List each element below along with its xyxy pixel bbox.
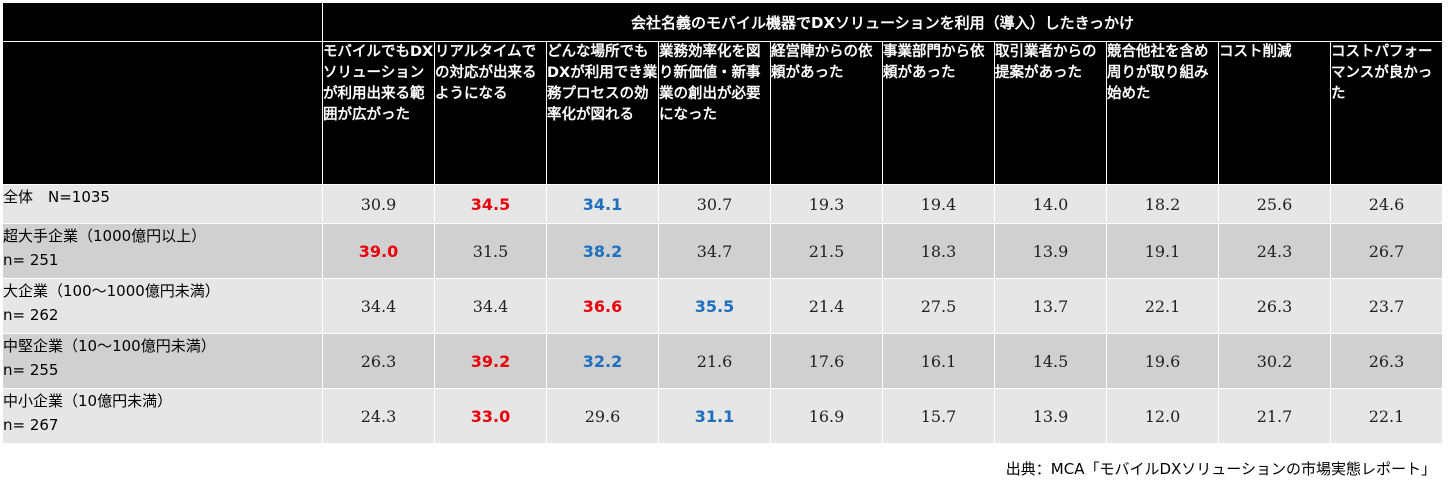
value-cell: 36.6 bbox=[546, 278, 659, 334]
value-cell: 13.9 bbox=[994, 223, 1107, 279]
value-cell: 34.4 bbox=[322, 278, 435, 334]
value-cell: 34.7 bbox=[658, 223, 771, 279]
value-cell: 14.0 bbox=[994, 184, 1107, 224]
row-label-name: 中小企業（10億円未満） bbox=[3, 392, 173, 410]
value-cell: 16.9 bbox=[770, 388, 883, 444]
table-row: 全体 N=1035 30.9 34.5 34.1 30.7 19.3 19.4 14.0 18.… bbox=[2, 184, 1443, 224]
value-cell: 33.0 bbox=[434, 388, 547, 444]
survey-table: 会社名義のモバイル機器でDXソリューションを利用（導入）したきっかけ モバイルで… bbox=[2, 2, 1443, 444]
row-label-n: n= 251 bbox=[3, 251, 59, 269]
column-header: コスト削減 bbox=[1218, 41, 1331, 185]
column-header: 競合他社を含め周りが取り組み始めた bbox=[1106, 41, 1219, 185]
row-label-n: n= 255 bbox=[3, 361, 59, 379]
value-cell: 14.5 bbox=[994, 333, 1107, 389]
row-label-n: n= 262 bbox=[3, 306, 59, 324]
value-cell: 35.5 bbox=[658, 278, 771, 334]
column-header: 事業部門から依頼があった bbox=[882, 41, 995, 185]
value-cell: 30.2 bbox=[1218, 333, 1331, 389]
column-header: どんな場所でもDXが利用でき業務プロセスの効率化が図れる bbox=[546, 41, 659, 185]
value-cell: 22.1 bbox=[1106, 278, 1219, 334]
row-label-name: 大企業（100～1000億円未満） bbox=[3, 282, 220, 300]
value-cell: 32.2 bbox=[546, 333, 659, 389]
row-label-name: 超大手企業（1000億円以上） bbox=[3, 227, 207, 245]
row-label-name: 全体 N=1035 bbox=[3, 188, 110, 206]
value-cell: 27.5 bbox=[882, 278, 995, 334]
source-note: 出典：MCA「モバイルDXソリューションの市場実態レポート」 bbox=[1005, 460, 1436, 478]
table-row: 大企業（100～1000億円未満） n= 262 34.4 34.4 36.6 35.5 2… bbox=[2, 278, 1443, 334]
row-label: 中堅企業（10～100億円未満） n= 255 bbox=[2, 333, 323, 389]
row-label: 全体 N=1035 bbox=[2, 184, 323, 224]
value-cell: 15.7 bbox=[882, 388, 995, 444]
value-cell: 39.0 bbox=[322, 223, 435, 279]
value-cell: 38.2 bbox=[546, 223, 659, 279]
value-cell: 21.5 bbox=[770, 223, 883, 279]
value-cell: 24.6 bbox=[1330, 184, 1443, 224]
value-cell: 29.6 bbox=[546, 388, 659, 444]
value-cell: 24.3 bbox=[1218, 223, 1331, 279]
value-cell: 34.1 bbox=[546, 184, 659, 224]
value-cell: 21.7 bbox=[1218, 388, 1331, 444]
value-cell: 26.3 bbox=[1330, 333, 1443, 389]
value-cell: 30.9 bbox=[322, 184, 435, 224]
value-cell: 31.5 bbox=[434, 223, 547, 279]
value-cell: 16.1 bbox=[882, 333, 995, 389]
column-header: コストパフォーマンスが良かった bbox=[1330, 41, 1443, 185]
value-cell: 18.3 bbox=[882, 223, 995, 279]
table-row: 超大手企業（1000億円以上） n= 251 39.0 31.5 38.2 34.7 21.… bbox=[2, 223, 1443, 279]
value-cell: 19.6 bbox=[1106, 333, 1219, 389]
value-cell: 25.6 bbox=[1218, 184, 1331, 224]
row-label: 中小企業（10億円未満） n= 267 bbox=[2, 388, 323, 444]
column-header: 経営陣からの依頼があった bbox=[770, 41, 883, 185]
column-header: モバイルでもDXソリューションが利用出来る範囲が広がった bbox=[322, 41, 435, 185]
value-cell: 13.7 bbox=[994, 278, 1107, 334]
row-label: 超大手企業（1000億円以上） n= 251 bbox=[2, 223, 323, 279]
table-title: 会社名義のモバイル機器でDXソリューションを利用（導入）したきっかけ bbox=[322, 2, 1443, 42]
value-cell: 21.6 bbox=[658, 333, 771, 389]
value-cell: 12.0 bbox=[1106, 388, 1219, 444]
value-cell: 24.3 bbox=[322, 388, 435, 444]
row-label: 大企業（100～1000億円未満） n= 262 bbox=[2, 278, 323, 334]
header-corner bbox=[2, 2, 323, 42]
value-cell: 26.3 bbox=[1218, 278, 1331, 334]
value-cell: 19.4 bbox=[882, 184, 995, 224]
value-cell: 34.4 bbox=[434, 278, 547, 334]
value-cell: 22.1 bbox=[1330, 388, 1443, 444]
value-cell: 18.2 bbox=[1106, 184, 1219, 224]
value-cell: 34.5 bbox=[434, 184, 547, 224]
table-row: 中堅企業（10～100億円未満） n= 255 26.3 39.2 32.2 21.6 17… bbox=[2, 333, 1443, 389]
header-corner-lower bbox=[2, 41, 323, 185]
row-label-name: 中堅企業（10～100億円未満） bbox=[3, 337, 216, 355]
value-cell: 26.3 bbox=[322, 333, 435, 389]
value-cell: 17.6 bbox=[770, 333, 883, 389]
column-header: 業務効率化を図り新価値・新事業の創出が必要になった bbox=[658, 41, 771, 185]
table-row: 中小企業（10億円未満） n= 267 24.3 33.0 29.6 31.1 16.9 15… bbox=[2, 388, 1443, 444]
value-cell: 19.3 bbox=[770, 184, 883, 224]
value-cell: 31.1 bbox=[658, 388, 771, 444]
value-cell: 23.7 bbox=[1330, 278, 1443, 334]
column-header: 取引業者からの提案があった bbox=[994, 41, 1107, 185]
value-cell: 39.2 bbox=[434, 333, 547, 389]
row-label-n: n= 267 bbox=[3, 416, 59, 434]
value-cell: 19.1 bbox=[1106, 223, 1219, 279]
value-cell: 30.7 bbox=[658, 184, 771, 224]
value-cell: 21.4 bbox=[770, 278, 883, 334]
value-cell: 26.7 bbox=[1330, 223, 1443, 279]
value-cell: 13.9 bbox=[994, 388, 1107, 444]
column-header: リアルタイムでの対応が出来るようになる bbox=[434, 41, 547, 185]
